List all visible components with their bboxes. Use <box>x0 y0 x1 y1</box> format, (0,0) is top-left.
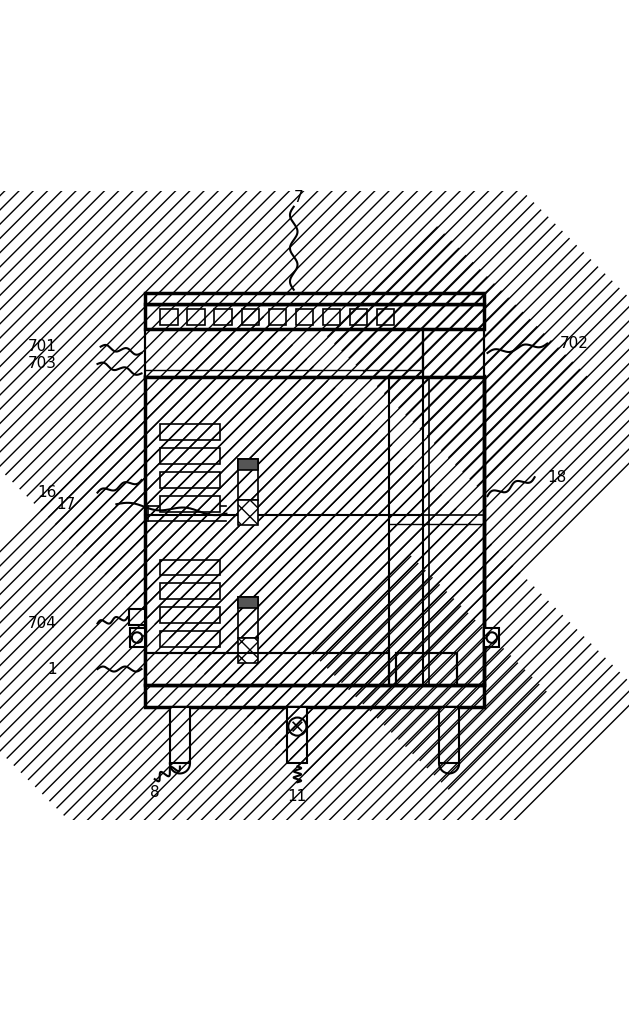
Text: 702: 702 <box>560 336 589 351</box>
Bar <box>439 707 459 763</box>
Bar <box>160 631 220 647</box>
Bar <box>423 330 484 376</box>
Bar <box>423 330 484 376</box>
Bar <box>214 309 232 325</box>
Text: 17: 17 <box>56 496 75 512</box>
Bar <box>145 653 389 684</box>
Bar <box>145 330 423 376</box>
Bar <box>396 653 457 684</box>
Bar <box>238 596 259 638</box>
Text: 701: 701 <box>28 339 57 354</box>
Bar <box>145 653 389 684</box>
Text: 704: 704 <box>28 616 57 631</box>
Text: 703: 703 <box>28 357 57 371</box>
Bar <box>129 610 145 625</box>
Bar <box>396 653 457 684</box>
Text: 18: 18 <box>547 470 567 484</box>
Bar <box>160 560 220 575</box>
Bar <box>238 596 259 608</box>
Bar <box>484 628 499 647</box>
Bar <box>160 448 220 464</box>
Bar <box>238 459 259 500</box>
Bar <box>145 330 423 376</box>
Bar <box>160 608 220 623</box>
Bar <box>145 376 484 684</box>
Bar <box>130 628 145 647</box>
Bar <box>238 638 259 663</box>
Bar <box>238 459 259 470</box>
Text: 1: 1 <box>47 661 57 676</box>
Bar <box>145 293 484 304</box>
Bar <box>242 309 259 325</box>
Bar <box>170 707 190 763</box>
Bar <box>145 684 484 707</box>
Bar <box>423 330 484 376</box>
Bar <box>350 309 367 325</box>
Bar <box>160 472 220 488</box>
Bar <box>145 653 389 684</box>
Bar <box>145 304 484 330</box>
Bar <box>377 309 394 325</box>
Bar <box>160 309 178 325</box>
Bar <box>145 330 423 376</box>
Bar <box>160 425 220 440</box>
Bar <box>287 707 308 763</box>
Bar <box>269 309 286 325</box>
Text: 8: 8 <box>150 786 160 801</box>
Bar <box>160 496 220 512</box>
Text: 16: 16 <box>37 485 57 500</box>
Text: 11: 11 <box>287 789 307 804</box>
Bar <box>160 583 220 600</box>
Bar <box>187 309 205 325</box>
Bar <box>296 309 313 325</box>
Bar <box>323 309 340 325</box>
Bar <box>396 653 457 684</box>
Text: 7: 7 <box>294 190 304 205</box>
Bar <box>238 500 259 525</box>
